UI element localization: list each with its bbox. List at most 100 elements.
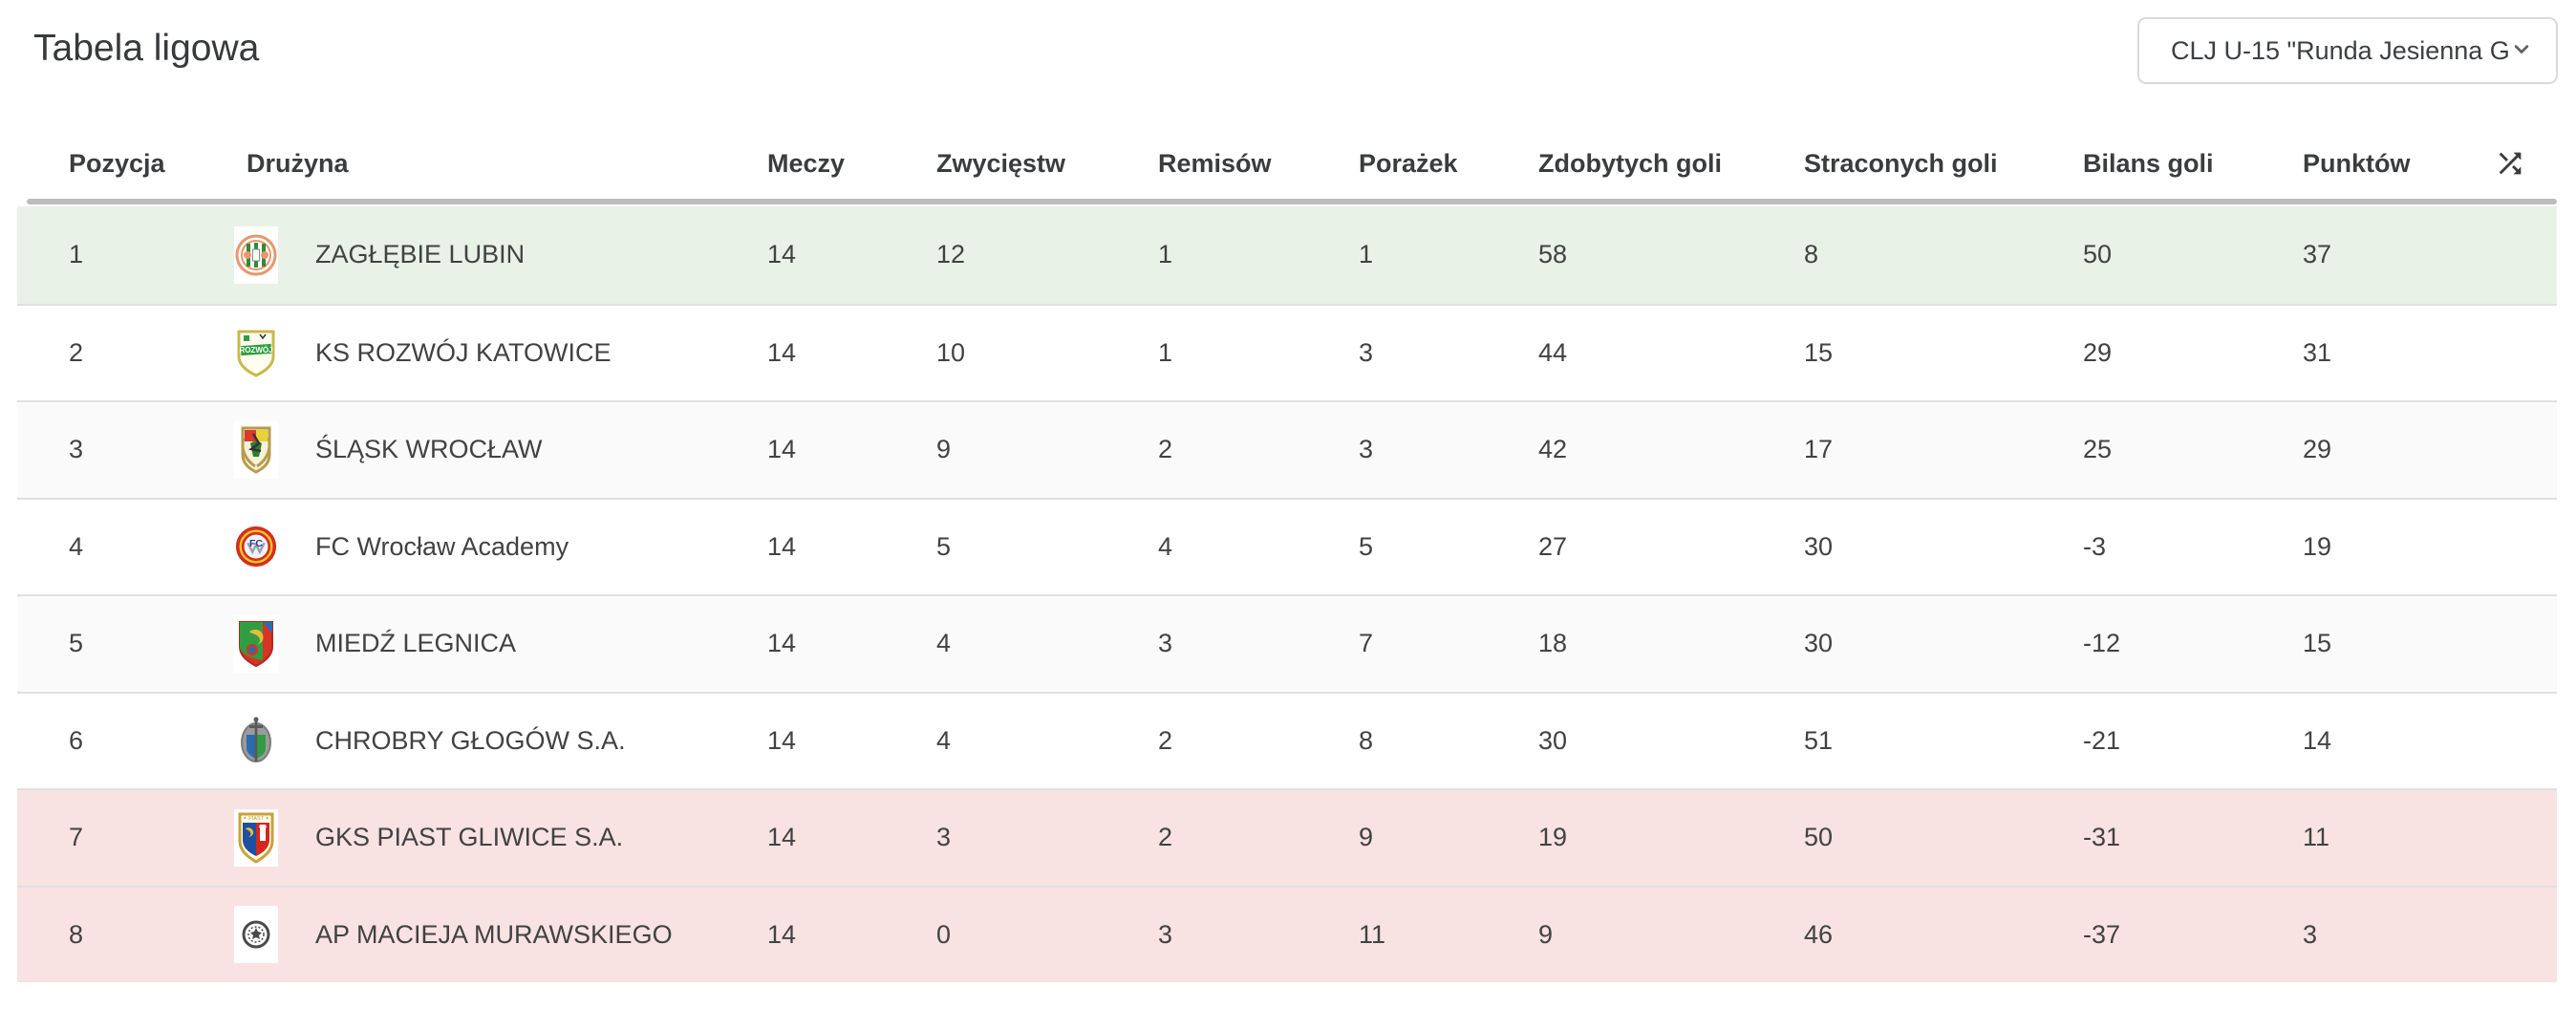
losses-cell: 9 xyxy=(1359,823,1374,852)
goals-against-cell: 50 xyxy=(1804,823,1834,852)
team-logo-slask-wroclaw xyxy=(234,420,278,479)
table-row[interactable]: 8 AP MACIEJA MURAWSKIEGO 14 0 3 11 9 46 … xyxy=(17,885,2557,982)
losses-cell: 3 xyxy=(1359,337,1374,367)
column-header-team: Drużyna xyxy=(247,148,349,178)
matches-cell: 14 xyxy=(767,531,797,561)
draws-cell: 2 xyxy=(1158,725,1173,755)
losses-cell: 1 xyxy=(1359,240,1374,269)
losses-cell: 3 xyxy=(1359,435,1374,464)
goals-against-cell: 46 xyxy=(1804,919,1834,949)
wins-cell: 10 xyxy=(936,337,966,367)
matches-cell: 14 xyxy=(767,629,797,658)
goals-against-cell: 15 xyxy=(1804,337,1834,367)
wins-cell: 4 xyxy=(936,725,952,755)
losses-cell: 7 xyxy=(1359,629,1374,658)
column-header-draws: Remisów xyxy=(1158,148,1272,178)
position-cell: 3 xyxy=(69,435,84,464)
points-cell: 37 xyxy=(2303,240,2332,269)
team-name: KS ROZWÓJ KATOWICE xyxy=(315,337,612,367)
wins-cell: 12 xyxy=(936,240,966,269)
matches-cell: 14 xyxy=(767,337,797,367)
goal-diff-cell: -12 xyxy=(2083,629,2121,658)
goals-against-cell: 30 xyxy=(1804,629,1834,658)
column-header-matches: Meczy xyxy=(767,148,846,178)
goals-against-cell: 30 xyxy=(1804,531,1834,561)
points-cell: 19 xyxy=(2303,531,2332,561)
goals-against-cell: 8 xyxy=(1804,240,1819,269)
team-logo-ap-macieja-murawskiego xyxy=(234,906,278,964)
team-name: ZAGŁĘBIE LUBIN xyxy=(315,240,526,269)
draws-cell: 3 xyxy=(1158,629,1173,658)
season-select-dropdown[interactable]: CLJ U-15 "Runda Jesienna G… xyxy=(2137,17,2558,84)
goals-for-cell: 18 xyxy=(1538,629,1568,658)
table-row[interactable]: 3 ŚLĄSK WROCŁAW 14 9 2 3 42 17 25 29 xyxy=(17,400,2557,498)
wins-cell: 4 xyxy=(936,629,952,658)
losses-cell: 5 xyxy=(1359,531,1374,561)
team-logo-rozwoj-katowice: ROZWÓJ xyxy=(234,324,278,382)
svg-text:ROZWÓJ: ROZWÓJ xyxy=(239,346,272,354)
draws-cell: 1 xyxy=(1158,240,1173,269)
chevron-down-icon xyxy=(2508,35,2535,67)
column-header-goals-for: Zdobytych goli xyxy=(1538,148,1722,178)
team-name: GKS PIAST GLIWICE S.A. xyxy=(315,823,624,852)
goal-diff-cell: -31 xyxy=(2083,823,2121,852)
team-name: FC Wrocław Academy xyxy=(315,531,569,561)
goals-for-cell: 27 xyxy=(1538,531,1568,561)
team-name: MIEDŹ LEGNICA xyxy=(315,629,517,658)
matches-cell: 14 xyxy=(767,725,797,755)
points-cell: 14 xyxy=(2303,725,2332,755)
team-logo-fc-wroclaw-academy: FC xyxy=(234,518,278,576)
goals-for-cell: 19 xyxy=(1538,823,1568,852)
goals-against-cell: 17 xyxy=(1804,435,1834,464)
goal-diff-cell: 25 xyxy=(2083,435,2113,464)
team-name: AP MACIEJA MURAWSKIEGO xyxy=(315,919,673,949)
column-header-goals-against: Straconych goli xyxy=(1804,148,1998,178)
points-cell: 3 xyxy=(2303,919,2318,949)
table-body: 1 ZAGŁĘBIE LUBIN 14 12 1 1 58 8 50 37 2 … xyxy=(17,206,2557,982)
matches-cell: 14 xyxy=(767,823,797,852)
points-cell: 11 xyxy=(2303,823,2330,852)
draws-cell: 3 xyxy=(1158,919,1173,949)
points-cell: 29 xyxy=(2303,435,2332,464)
draws-cell: 2 xyxy=(1158,823,1173,852)
table-row[interactable]: 1 ZAGŁĘBIE LUBIN 14 12 1 1 58 8 50 37 xyxy=(17,206,2557,304)
column-header-points: Punktów xyxy=(2303,148,2411,178)
team-logo-miedz-legnica xyxy=(234,614,278,673)
goals-against-cell: 51 xyxy=(1804,725,1834,755)
goal-diff-cell: -3 xyxy=(2083,531,2107,561)
position-cell: 7 xyxy=(69,823,84,852)
goals-for-cell: 30 xyxy=(1538,725,1568,755)
table-row[interactable]: 5 MIEDŹ LEGNICA 14 4 3 7 18 30 -12 15 xyxy=(17,594,2557,692)
column-header-wins: Zwycięstw xyxy=(936,148,1066,178)
horizontal-scrollbar[interactable] xyxy=(27,199,2557,204)
goals-for-cell: 58 xyxy=(1538,240,1568,269)
points-cell: 31 xyxy=(2303,337,2332,367)
matches-cell: 14 xyxy=(767,240,797,269)
position-cell: 4 xyxy=(69,531,84,561)
svg-text:✦ PIAST ✦: ✦ PIAST ✦ xyxy=(243,815,269,822)
draws-cell: 4 xyxy=(1158,531,1173,561)
column-header-goal-diff: Bilans goli xyxy=(2083,148,2214,178)
matches-cell: 14 xyxy=(767,919,797,949)
wins-cell: 3 xyxy=(936,823,952,852)
goal-diff-cell: -21 xyxy=(2083,725,2121,755)
column-header-position: Pozycja xyxy=(69,148,165,178)
goals-for-cell: 9 xyxy=(1538,919,1554,949)
wins-cell: 9 xyxy=(936,435,952,464)
position-cell: 8 xyxy=(69,919,84,949)
matches-cell: 14 xyxy=(767,435,797,464)
table-row[interactable]: 7 ✦ PIAST ✦ GKS PIAST GLIWICE S.A. 14 3 … xyxy=(17,788,2557,886)
team-name: ŚLĄSK WROCŁAW xyxy=(315,435,543,464)
goals-for-cell: 42 xyxy=(1538,435,1568,464)
points-cell: 15 xyxy=(2303,629,2332,658)
goal-diff-cell: 50 xyxy=(2083,240,2113,269)
position-cell: 1 xyxy=(69,240,84,269)
position-cell: 2 xyxy=(69,337,84,367)
position-cell: 5 xyxy=(69,629,84,658)
table-row[interactable]: 2 ROZWÓJ KS ROZWÓJ KATOWICE 14 10 1 3 44… xyxy=(17,303,2557,400)
shuffle-icon[interactable] xyxy=(2494,147,2557,180)
table-row[interactable]: 6 CHROBRY GŁOGÓW S.A. 14 4 2 8 30 51 -21… xyxy=(17,691,2557,788)
column-header-losses: Porażek xyxy=(1359,148,1458,178)
team-name: CHROBRY GŁOGÓW S.A. xyxy=(315,725,626,755)
table-row[interactable]: 4 FC FC Wrocław Academy 14 5 4 5 27 30 -… xyxy=(17,497,2557,594)
